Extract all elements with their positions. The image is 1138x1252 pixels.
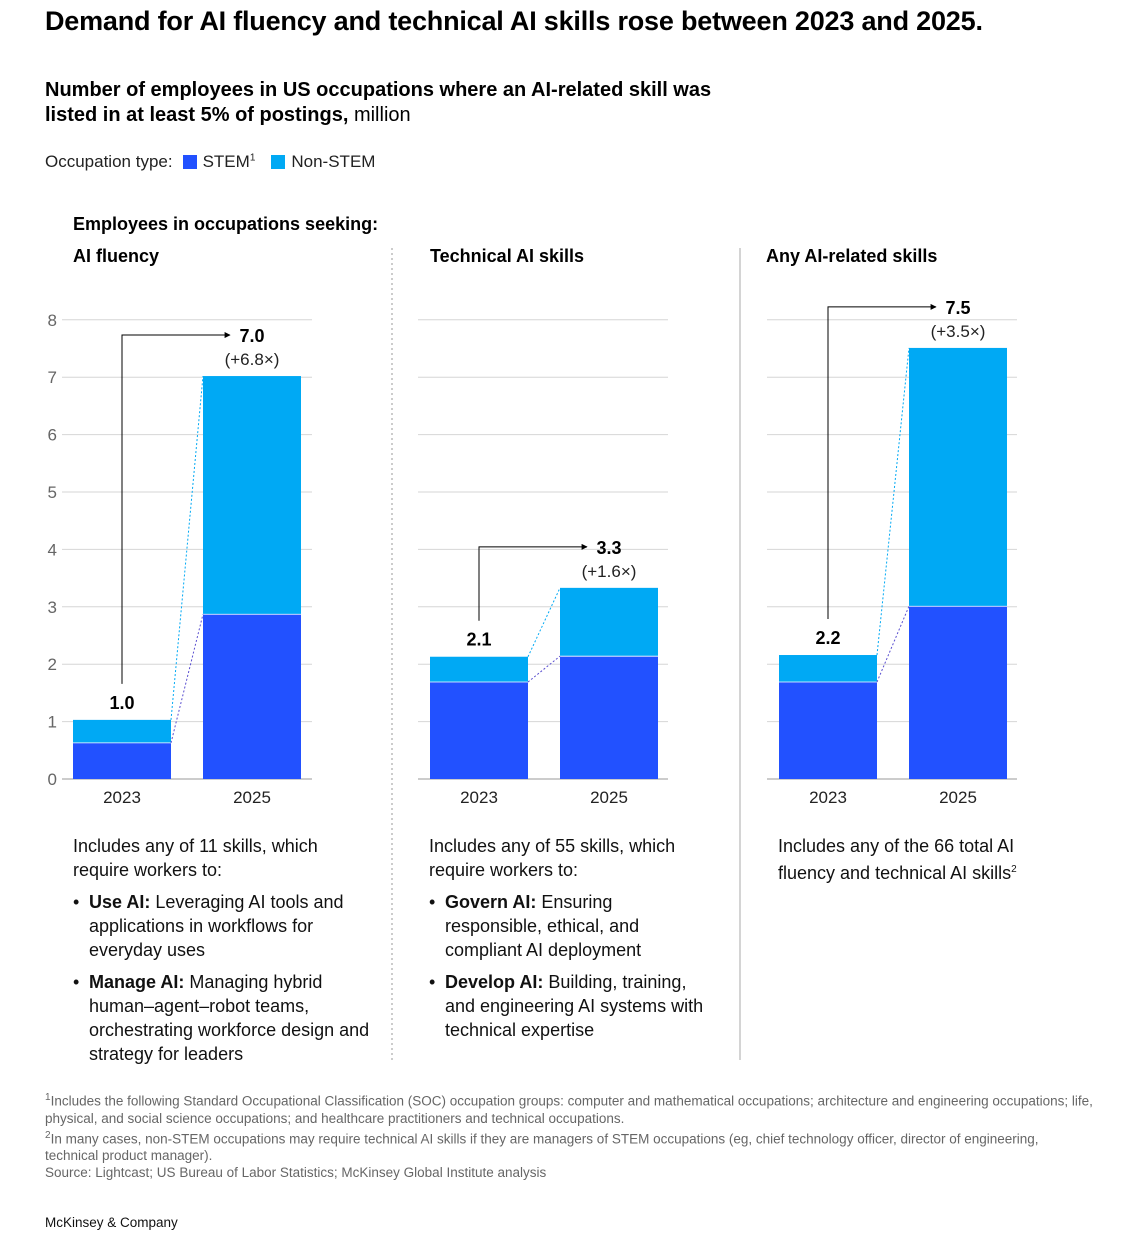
footnote-number: 2	[45, 1129, 51, 1141]
bullet-heading: Govern AI:	[445, 892, 537, 912]
bar-stem-2025	[560, 656, 658, 779]
footnote-text: Includes the following Standard Occupati…	[45, 1093, 1093, 1126]
chart-subtitle: Number of employees in US occupations wh…	[45, 78, 765, 128]
exhibit-title: Demand for AI fluency and technical AI s…	[45, 6, 983, 36]
bar-stem-2025	[909, 606, 1007, 779]
connector-non-stem	[170, 376, 204, 720]
growth-arrow	[478, 543, 588, 621]
legend-swatch-non-stem	[271, 155, 286, 169]
bar-non-stem-2023	[779, 655, 877, 682]
panel-title: Technical AI skills	[430, 246, 585, 266]
y-tick-label: 7	[48, 368, 57, 387]
y-tick-label: 2	[48, 655, 57, 674]
description-intro: Includes any of the 66 total AI fluency …	[778, 836, 1015, 883]
y-tick-label: 0	[48, 770, 57, 789]
growth-label: (+1.6×)	[582, 562, 637, 581]
bar-stem-2023	[779, 681, 877, 779]
x-tick-label: 2023	[809, 788, 847, 807]
y-tick-label: 6	[48, 426, 57, 445]
connector-non-stem	[876, 347, 910, 656]
x-tick-label: 2025	[590, 788, 628, 807]
bar-stem-2023	[73, 742, 171, 779]
legend-item-stem: STEM1	[203, 152, 256, 172]
bullet-text: Leveraging AI tools and applications in …	[89, 892, 344, 960]
total-label-2025: 7.0	[239, 326, 264, 346]
bullet-text: Managing hybrid human–agent–robot teams,…	[89, 972, 370, 1064]
description-bullet: Govern AI: Ensuring responsible, ethical…	[429, 890, 714, 962]
x-tick-label: 2025	[233, 788, 271, 807]
bar-stem-2023	[430, 681, 528, 779]
y-tick-label: 8	[48, 311, 57, 330]
connector-stem	[527, 655, 561, 683]
footnote: 1Includes the following Standard Occupat…	[45, 1089, 1095, 1127]
seeking-label: Employees in occupations seeking:	[73, 214, 379, 234]
bullet-heading: Develop AI:	[445, 972, 544, 992]
bar-non-stem-2023	[430, 656, 528, 682]
growth-label: (+3.5×)	[931, 322, 986, 341]
bullet-text: Ensuring responsible, ethical, and compl…	[445, 892, 642, 960]
footnote-number: 1	[45, 1092, 51, 1103]
bar-non-stem-2023	[73, 719, 171, 743]
y-tick-label: 1	[48, 713, 57, 732]
panel-description: Includes any of 11 skills, which require…	[73, 834, 373, 1074]
subtitle-main: Number of employees in US occupations wh…	[45, 79, 712, 126]
brand-logo-text: McKinsey & Company	[45, 1215, 178, 1230]
y-tick-label: 4	[48, 540, 57, 559]
footnote: 2In many cases, non-STEM occupations may…	[45, 1127, 1095, 1165]
source-note: Source: Lightcast; US Bureau of Labor St…	[45, 1165, 547, 1180]
growth-arrow	[827, 303, 937, 620]
x-tick-label: 2023	[103, 788, 141, 807]
x-tick-label: 2025	[939, 788, 977, 807]
total-label-2023: 2.2	[815, 628, 840, 648]
connector-stem	[876, 606, 910, 683]
growth-arrow	[121, 332, 231, 684]
legend-swatch-stem	[182, 155, 197, 169]
description-bullet: Use AI: Leveraging AI tools and applicat…	[73, 890, 373, 962]
connector-stem	[170, 614, 204, 743]
legend-label: Occupation type:	[45, 152, 173, 171]
footnote-text: In many cases, non-STEM occupations may …	[45, 1131, 1039, 1163]
total-label-2023: 2.1	[466, 630, 491, 650]
description-bullet: Develop AI: Building, training, and engi…	[429, 970, 714, 1042]
panel-title: AI fluency	[73, 246, 160, 266]
subtitle-unit: million	[348, 104, 411, 126]
description-intro: Includes any of 55 skills, which require…	[429, 836, 676, 880]
y-tick-label: 3	[48, 598, 57, 617]
total-label-2025: 3.3	[596, 538, 621, 558]
bar-non-stem-2025	[560, 587, 658, 657]
connector-non-stem	[527, 587, 561, 657]
panel-description: Includes any of 55 skills, which require…	[429, 834, 714, 1050]
y-tick-label: 5	[48, 483, 57, 502]
growth-label: (+6.8×)	[225, 350, 280, 369]
total-label-2025: 7.5	[945, 298, 970, 318]
panel-description: Includes any of the 66 total AI fluency …	[778, 834, 1028, 885]
chart-svg: 0 1 2 3 4 5 6 7 8 2023 2025 1.0 7.0 (+6.8×) 2023 2025 2.…	[48, 248, 1017, 1060]
footnotes: 1Includes the following Standard Occupat…	[45, 1089, 1095, 1181]
legend: Occupation type: STEM1 Non-STEM	[45, 152, 375, 172]
bar-non-stem-2025	[909, 347, 1007, 607]
panel-title: Any AI-related skills	[766, 246, 938, 266]
bullet-heading: Manage AI:	[89, 972, 185, 992]
x-tick-label: 2023	[460, 788, 498, 807]
bullet-heading: Use AI:	[89, 892, 151, 912]
bar-stem-2025	[203, 614, 301, 779]
footnote-ref: 1	[249, 152, 256, 164]
legend-item-non-stem: Non-STEM	[291, 152, 376, 171]
total-label-2023: 1.0	[109, 693, 134, 713]
description-intro: Includes any of 11 skills, which require…	[73, 836, 318, 880]
footnote-ref: 2	[1011, 864, 1017, 875]
bar-non-stem-2025	[203, 376, 301, 615]
legend-text: STEM	[202, 152, 250, 171]
bullet-text: Building, training, and engineering AI s…	[445, 972, 704, 1040]
description-bullet: Manage AI: Managing hybrid human–agent–r…	[73, 970, 373, 1066]
